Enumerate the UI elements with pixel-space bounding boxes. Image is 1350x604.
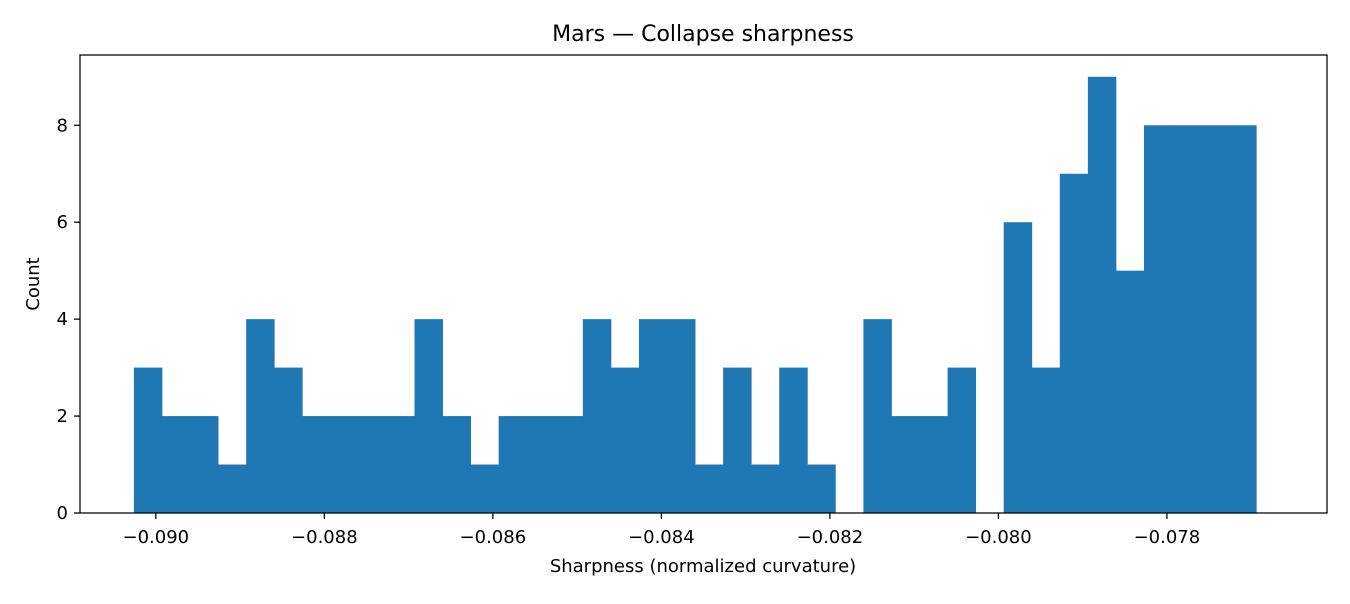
histogram-bar (1059, 173, 1089, 514)
histogram-bar (190, 416, 219, 513)
histogram-bar (919, 416, 948, 513)
x-tick-label: −0.086 (460, 527, 527, 548)
histogram-bar (947, 367, 977, 513)
histogram-bar (807, 464, 836, 513)
histogram-bar (330, 416, 359, 513)
x-tick-label: −0.078 (1134, 527, 1201, 548)
y-axis-label: Count (23, 257, 44, 310)
histogram-bar (554, 416, 584, 513)
x-tick-label: −0.082 (797, 527, 864, 548)
histogram-bar (414, 319, 443, 513)
histogram-bar (1143, 125, 1173, 513)
histogram-bar (1087, 76, 1117, 513)
bars-group (133, 76, 1257, 514)
y-tick-label: 6 (57, 212, 68, 233)
histogram-bar (302, 416, 331, 513)
x-tick-label: −0.080 (965, 527, 1032, 548)
histogram-bar (779, 367, 808, 513)
histogram-bar (358, 416, 387, 513)
histogram-bar (498, 416, 528, 513)
y-tick-label: 8 (57, 115, 68, 136)
axes-frame (79, 54, 1328, 514)
histogram-bar (218, 464, 247, 513)
chart-title: Mars — Collapse sharpness (552, 22, 854, 47)
histogram-bar (667, 319, 696, 513)
histogram-bar (246, 319, 275, 513)
histogram-bar (1115, 270, 1145, 513)
histogram-bar (863, 319, 892, 513)
y-tick-label: 0 (57, 503, 68, 524)
histogram-bar (386, 416, 415, 513)
histogram-bar (442, 416, 472, 513)
y-axis-ticks: 0 2 4 6 8 (57, 115, 80, 524)
histogram-bar (638, 319, 668, 513)
x-tick-label: −0.090 (123, 527, 190, 548)
histogram-bar (526, 416, 556, 513)
histogram-bar (582, 319, 612, 513)
x-tick-label: −0.084 (628, 527, 695, 548)
histogram-bar (1200, 125, 1229, 513)
histogram-bar (610, 367, 640, 513)
histogram-bar (161, 416, 191, 513)
histogram-bar (1003, 222, 1033, 513)
y-tick-label: 2 (57, 406, 68, 427)
histogram-bar (1031, 367, 1061, 513)
histogram-bar (751, 464, 780, 513)
histogram-bar (1172, 125, 1201, 513)
histogram-bar (695, 464, 724, 513)
histogram-bar (1228, 125, 1257, 513)
x-axis-label: Sharpness (normalized curvature) (550, 556, 856, 577)
histogram-bar (891, 416, 920, 513)
histogram-bar (274, 367, 303, 513)
x-tick-label: −0.088 (291, 527, 358, 548)
histogram-bar (470, 464, 500, 513)
y-tick-label: 4 (57, 309, 68, 330)
x-axis-ticks: −0.090 −0.088 −0.086 −0.084 −0.082 −0.080 −0.0… (123, 513, 1201, 548)
histogram-bar (723, 367, 752, 513)
histogram-bar (133, 367, 163, 513)
